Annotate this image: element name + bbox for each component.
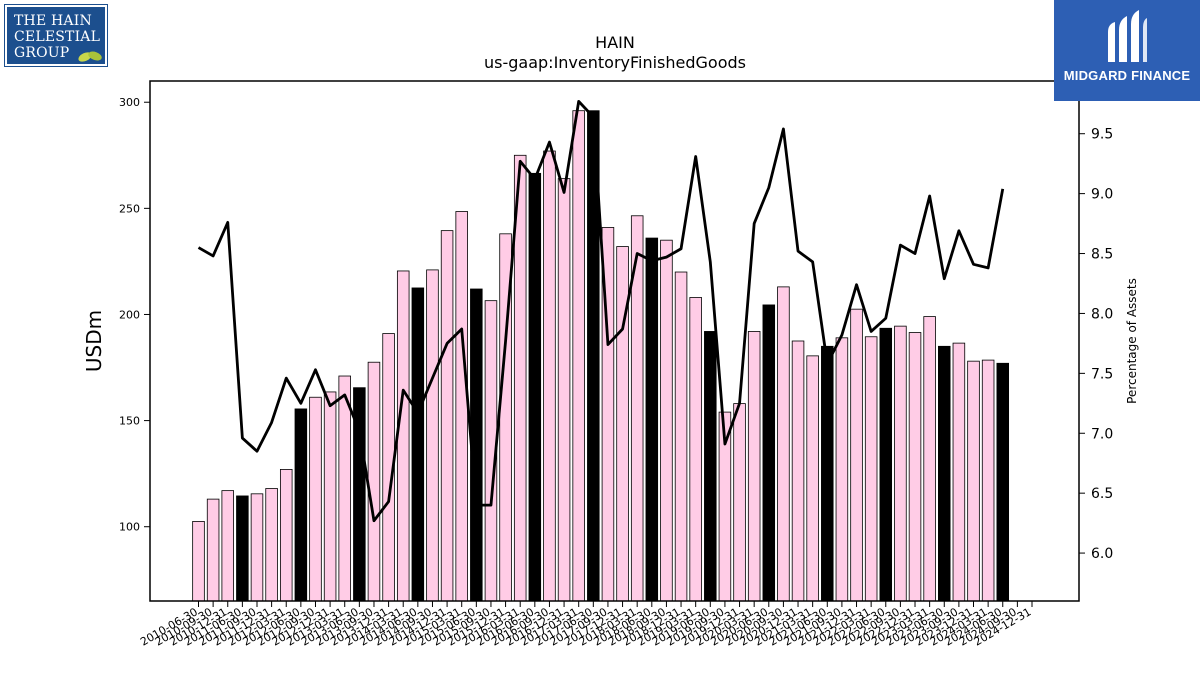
bar-2010-06-30 <box>192 521 205 602</box>
chart-subtitle: us-gaap:InventoryFinishedGoods <box>484 53 746 72</box>
logo-left-line-1: THE HAIN <box>14 13 92 29</box>
bar-2019-03-31 <box>689 297 702 602</box>
axes-layer: 1001502002503006.06.57.07.58.08.59.09.52… <box>119 96 1113 648</box>
bar-2022-06-30 <box>879 327 893 602</box>
bar-2024-06-30 <box>996 362 1010 602</box>
bar-2018-09-30 <box>660 239 673 602</box>
y2-tick-label: 9.0 <box>1091 187 1113 203</box>
logo-left-line-2: CELESTIAL <box>14 29 101 45</box>
midgard-finance-logo: MIDGARD FINANCE <box>1054 0 1200 101</box>
y2-tick-label: 6.5 <box>1091 486 1113 502</box>
bar-2023-03-31 <box>923 316 936 602</box>
bar-2021-06-30 <box>821 345 834 602</box>
bar-2019-06-30 <box>704 331 717 602</box>
bar-2024-03-31 <box>981 359 995 602</box>
bar-2018-06-30 <box>645 237 659 602</box>
bar-2020-12-31 <box>791 340 805 602</box>
bar-2012-12-31 <box>323 391 337 602</box>
y-tick-label: 300 <box>119 96 140 109</box>
y-axis-label: USDm <box>82 310 106 372</box>
y2-axis-label: Percentage of Assets <box>1125 278 1139 404</box>
bar-2010-09-30 <box>206 498 220 602</box>
y2-tick-label: 8.0 <box>1091 306 1113 322</box>
bar-2021-12-31 <box>850 308 863 602</box>
bar-2015-03-31 <box>455 211 468 602</box>
y2-tick-label: 9.5 <box>1091 127 1113 143</box>
y-tick-label: 200 <box>119 308 140 321</box>
bar-2017-12-31 <box>616 246 629 602</box>
bar-2016-06-30 <box>528 172 542 602</box>
y2-tick-label: 7.0 <box>1091 426 1113 442</box>
bar-2020-06-30 <box>762 304 776 602</box>
y2-tick-label: 8.5 <box>1091 247 1113 263</box>
midgard-brand-text: MIDGARD FINANCE <box>1063 68 1191 83</box>
bar-2022-12-31 <box>908 332 922 602</box>
line-layer <box>197 99 1005 523</box>
bar-2020-03-31 <box>747 331 761 602</box>
bar-2020-09-30 <box>777 286 790 602</box>
bar-2010-12-31 <box>221 490 234 602</box>
bar-2017-03-31 <box>572 110 585 602</box>
leaf-icon <box>78 51 102 62</box>
y-tick-label: 250 <box>119 202 140 215</box>
bar-2022-09-30 <box>894 325 907 602</box>
bar-2013-09-30 <box>367 361 381 602</box>
percentage-of-assets-line <box>197 99 1005 523</box>
bar-2021-03-31 <box>806 355 819 602</box>
bar-2013-03-31 <box>338 375 351 602</box>
bar-2012-03-31 <box>279 469 293 602</box>
bars-layer <box>192 110 1010 602</box>
y2-tick-label: 7.5 <box>1091 366 1113 382</box>
bar-2019-12-31 <box>733 403 746 602</box>
bar-2012-06-30 <box>294 408 308 602</box>
bar-2018-12-31 <box>674 271 688 602</box>
bar-2011-12-31 <box>265 488 278 602</box>
logo-left-line-3: GROUP <box>14 45 70 61</box>
chart-title: HAIN <box>595 33 635 52</box>
bar-2023-09-30 <box>952 342 966 602</box>
bar-2014-09-30 <box>426 269 439 602</box>
plot-frame <box>149 80 1080 602</box>
bar-2023-12-31 <box>967 360 980 602</box>
bar-2022-03-31 <box>864 336 878 602</box>
y-tick-label: 150 <box>119 415 140 428</box>
bar-2014-03-31 <box>396 270 410 602</box>
bar-2023-06-30 <box>938 345 951 602</box>
bar-2016-12-31 <box>557 178 571 602</box>
midgard-mark-icon <box>1108 10 1147 62</box>
bar-2012-09-30 <box>309 396 322 602</box>
hain-celestial-logo: THE HAIN CELESTIAL GROUP <box>4 4 108 67</box>
bar-2011-09-30 <box>250 493 264 602</box>
y-tick-label: 100 <box>119 521 140 534</box>
bar-2011-06-30 <box>236 495 249 602</box>
y2-tick-label: 6.0 <box>1091 546 1113 562</box>
bar-2014-06-30 <box>411 287 425 602</box>
bar-2014-12-31 <box>440 230 454 602</box>
bar-2021-09-30 <box>835 337 849 602</box>
bar-2016-09-30 <box>543 150 556 602</box>
